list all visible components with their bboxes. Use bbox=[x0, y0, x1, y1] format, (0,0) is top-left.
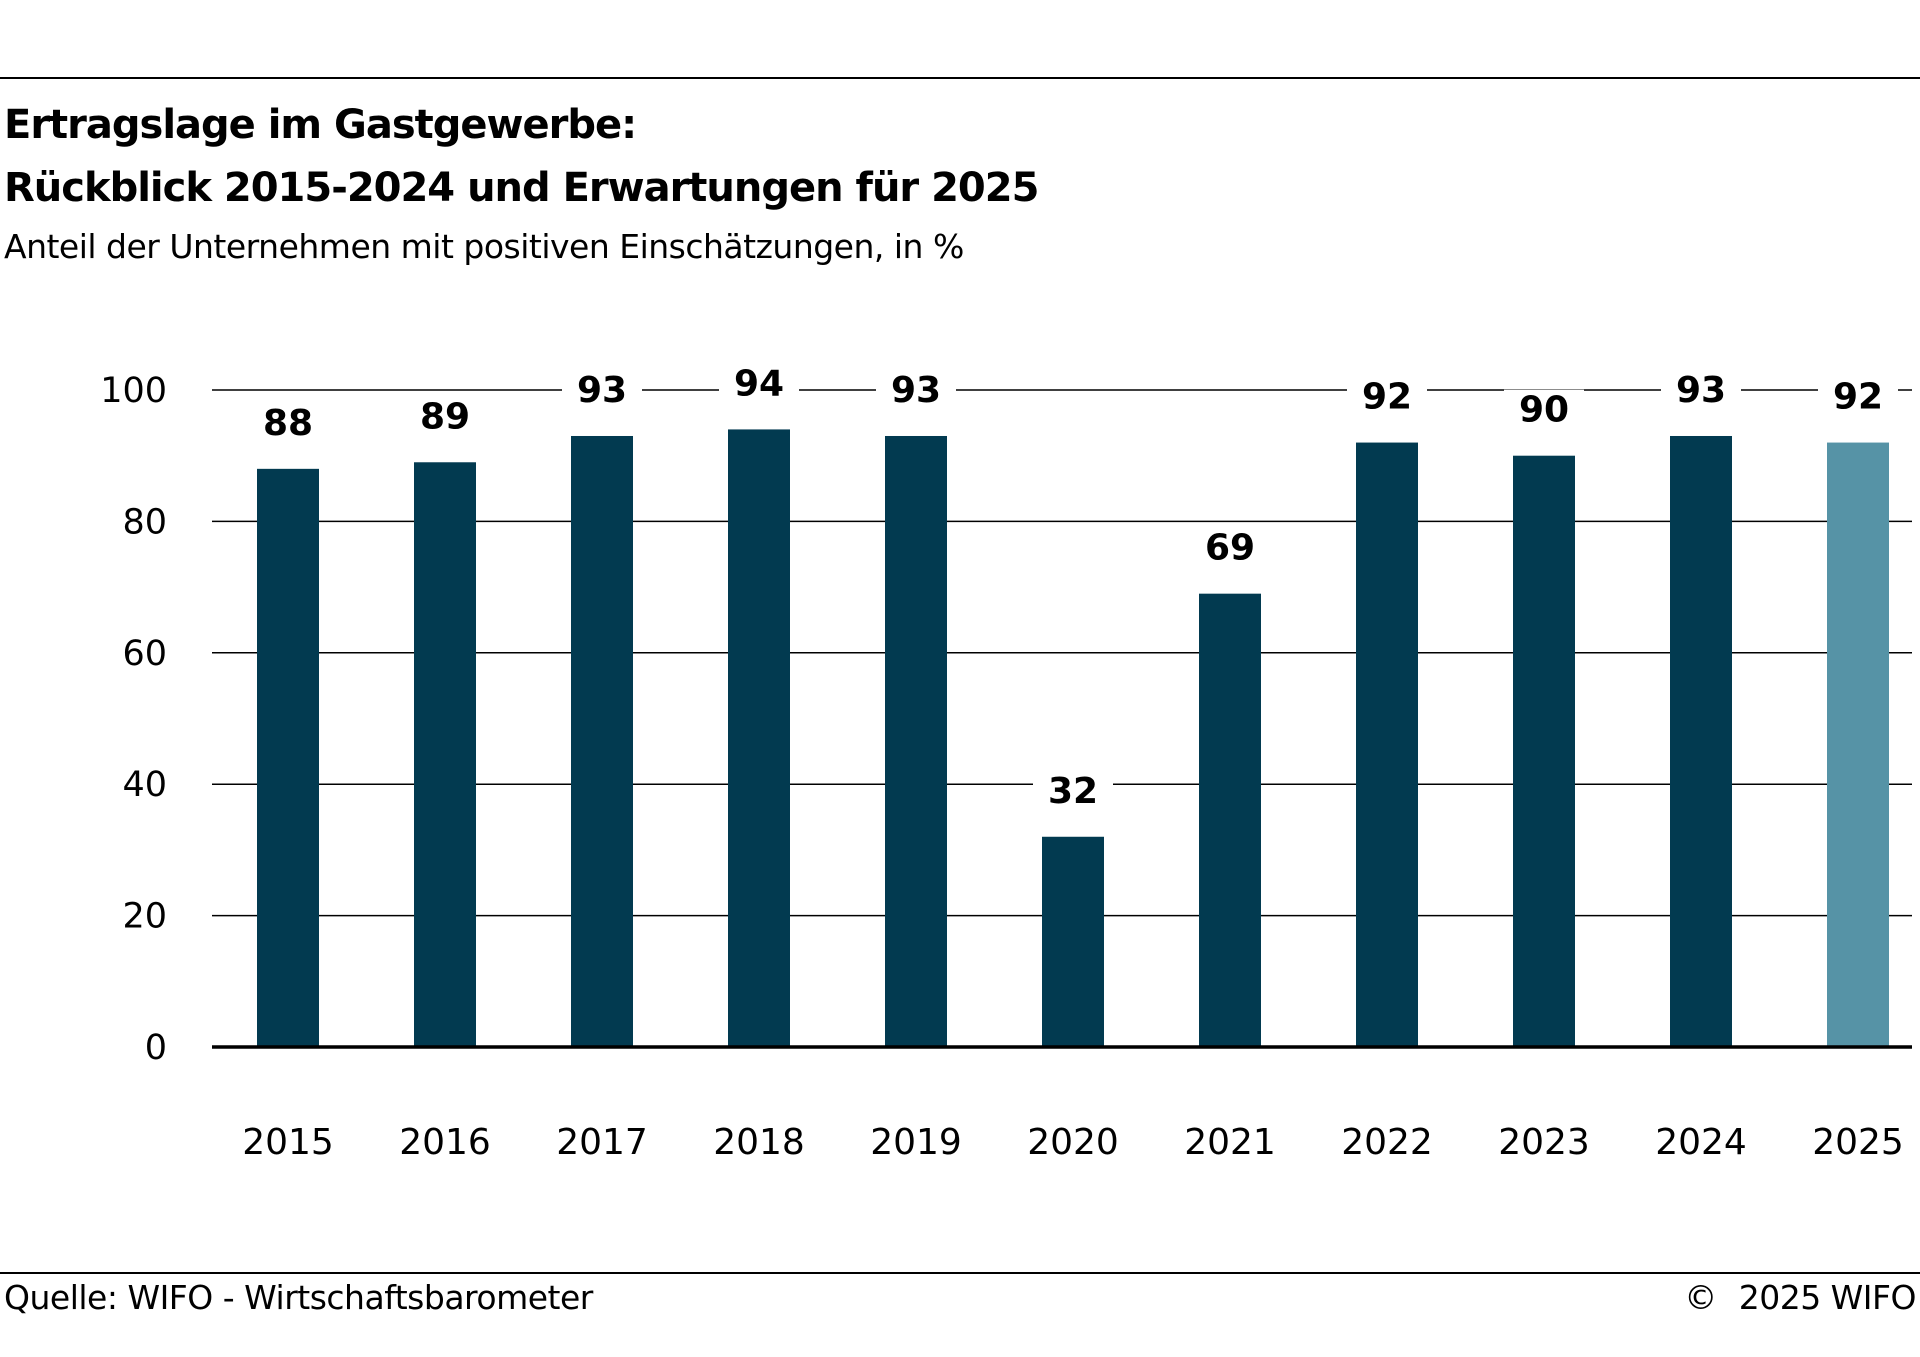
y-tick-label: 60 bbox=[122, 634, 167, 674]
copyright-text: 2025 WIFO bbox=[1738, 1278, 1917, 1317]
data-label: 93 bbox=[1676, 370, 1726, 411]
chart-title-line-1: Ertragslage im Gastgewerbe: bbox=[4, 102, 637, 148]
x-tick-label: 2020 bbox=[1027, 1122, 1119, 1163]
data-label: 32 bbox=[1048, 771, 1098, 812]
bar bbox=[885, 435, 947, 1047]
top-rule bbox=[0, 77, 1920, 79]
data-label-background bbox=[1818, 376, 1898, 419]
y-tick-label: 20 bbox=[122, 897, 167, 937]
x-axis: 0 20 40 60 80 100 2015 2016 2017 2018 2019 2020 2021… bbox=[100, 371, 1912, 1163]
copyright-note: © 2025 WIFO bbox=[1684, 1278, 1916, 1317]
data-label-background bbox=[405, 396, 485, 439]
x-tick-label: 2021 bbox=[1184, 1122, 1276, 1163]
data-label: 94 bbox=[734, 363, 784, 404]
data-label: 93 bbox=[577, 370, 627, 411]
x-tick-label: 2016 bbox=[399, 1122, 491, 1163]
y-tick-label: 0 bbox=[145, 1028, 167, 1068]
x-tick-label: 2015 bbox=[242, 1122, 334, 1163]
data-label-background bbox=[1033, 770, 1113, 813]
data-label-background bbox=[876, 369, 956, 412]
chart-subtitle: Anteil der Unternehmen mit positiven Ein… bbox=[4, 227, 964, 266]
bar bbox=[571, 435, 633, 1047]
x-tick-label: 2018 bbox=[713, 1122, 805, 1163]
bars bbox=[257, 429, 1889, 1048]
data-label-background bbox=[1504, 389, 1584, 432]
data-label: 90 bbox=[1519, 390, 1569, 431]
y-tick-label: 40 bbox=[122, 765, 167, 805]
data-label: 89 bbox=[420, 396, 470, 437]
x-tick-label: 2019 bbox=[870, 1122, 962, 1163]
chart-title-line-2: Rückblick 2015-2024 und Erwartungen für … bbox=[4, 165, 1039, 211]
bottom-rule bbox=[0, 1272, 1920, 1274]
data-label-background bbox=[1347, 376, 1427, 419]
data-label-background bbox=[1661, 369, 1741, 412]
data-label: 92 bbox=[1833, 377, 1883, 418]
bar bbox=[1199, 593, 1261, 1047]
data-label-background bbox=[562, 369, 642, 412]
data-label-background bbox=[719, 363, 799, 406]
y-tick-label: 80 bbox=[122, 502, 167, 542]
bar bbox=[257, 468, 319, 1048]
source-note: Quelle: WIFO - Wirtschaftsbarometer bbox=[4, 1278, 593, 1317]
bar bbox=[1827, 442, 1889, 1047]
data-label: 69 bbox=[1205, 528, 1255, 569]
x-tick-label: 2017 bbox=[556, 1122, 648, 1163]
bar bbox=[1670, 435, 1732, 1047]
data-label: 88 bbox=[263, 403, 313, 444]
data-label: 93 bbox=[891, 370, 941, 411]
bar bbox=[1513, 455, 1575, 1047]
bar bbox=[414, 462, 476, 1047]
x-tick-label: 2022 bbox=[1341, 1122, 1433, 1163]
y-tick-label: 100 bbox=[100, 371, 167, 411]
x-tick-label: 2025 bbox=[1812, 1122, 1904, 1163]
x-tick-label: 2023 bbox=[1498, 1122, 1590, 1163]
data-labels: 88 89 93 94 93 32 69 92 90 93 92 bbox=[248, 363, 1898, 813]
data-label-background bbox=[1190, 527, 1270, 570]
x-tick-label: 2024 bbox=[1655, 1122, 1747, 1163]
data-label: 92 bbox=[1362, 377, 1412, 418]
bar bbox=[728, 429, 790, 1047]
copyright-symbol: © bbox=[1684, 1278, 1717, 1317]
bar bbox=[1356, 442, 1418, 1047]
bar bbox=[1042, 836, 1104, 1047]
data-label-background bbox=[248, 402, 328, 445]
